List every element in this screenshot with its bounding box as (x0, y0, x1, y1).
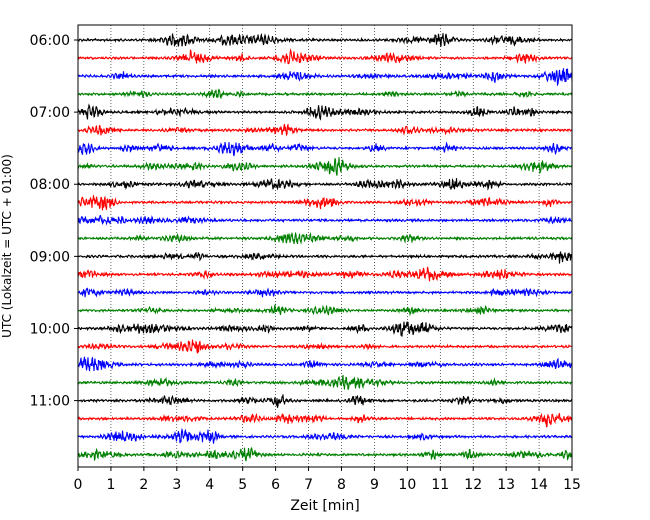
trace-0615 (77, 47, 573, 65)
trace-1115 (77, 412, 573, 428)
trace-0730 (77, 141, 573, 157)
trace-1100 (77, 394, 573, 408)
x-tick-label: 7 (304, 477, 313, 493)
x-tick-label: 6 (271, 477, 280, 493)
x-tick-label: 12 (464, 477, 482, 493)
trace-0815 (77, 195, 573, 211)
trace-1130 (77, 427, 573, 444)
x-tick-label: 1 (106, 477, 115, 493)
trace-0700 (77, 103, 573, 121)
x-tick-label: 10 (398, 477, 416, 493)
trace-1000 (77, 321, 573, 337)
trace-0715 (77, 123, 573, 137)
x-tick-label: 9 (370, 477, 379, 493)
trace-0645 (77, 88, 573, 100)
x-tick-label: 4 (205, 477, 214, 493)
y-tick-label: 06:00 (30, 33, 70, 49)
trace-0945 (77, 303, 573, 317)
trace-0845 (77, 231, 573, 245)
trace-0915 (77, 266, 573, 282)
plot-frame (77, 24, 573, 468)
trace-0630 (77, 68, 573, 87)
trace-0800 (77, 177, 573, 191)
trace-group (77, 32, 573, 462)
y-tick-label: 11:00 (30, 394, 70, 410)
x-tick-label: 5 (238, 477, 247, 493)
trace-1030 (77, 356, 573, 372)
trace-0900 (77, 251, 573, 264)
x-tick-label: 0 (74, 477, 83, 493)
y-tick-label: 08:00 (30, 177, 70, 193)
x-tick-label: 13 (497, 477, 515, 493)
y-tick-label: 07:00 (30, 105, 70, 121)
y-axis-ticks: 06:00 07:00 08:00 09:00 10:00 11:00 (30, 33, 78, 410)
y-tick-label: 10:00 (30, 321, 70, 337)
trace-1045 (77, 374, 573, 390)
x-axis-ticks: 0 1 2 3 4 5 6 7 8 9 10 11 12 13 14 15 (74, 467, 581, 493)
y-axis-title: UTC (Lokalzeit = UTC + 01:00) (0, 154, 14, 338)
x-tick-label: 2 (139, 477, 148, 493)
x-axis-title: Zeit [min] (290, 498, 359, 514)
trace-1145 (77, 447, 573, 462)
trace-0830 (77, 214, 573, 226)
x-tick-label: 14 (530, 477, 548, 493)
x-tick-label: 11 (431, 477, 449, 493)
trace-1015 (77, 339, 573, 354)
trace-0745 (77, 157, 573, 176)
x-tick-label: 15 (563, 477, 581, 493)
x-tick-label: 8 (337, 477, 346, 493)
x-tick-label: 3 (172, 477, 181, 493)
trace-0930 (77, 287, 573, 298)
trace-0600 (77, 32, 573, 47)
y-tick-label: 09:00 (30, 249, 70, 265)
